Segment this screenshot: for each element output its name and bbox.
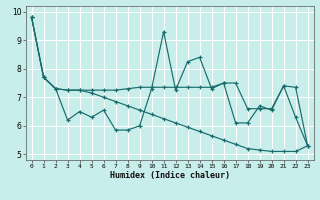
- X-axis label: Humidex (Indice chaleur): Humidex (Indice chaleur): [109, 171, 230, 180]
